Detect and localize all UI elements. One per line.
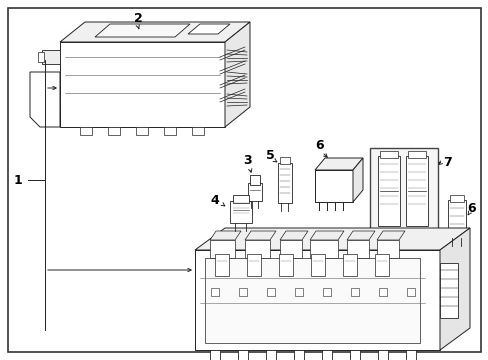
Polygon shape bbox=[30, 72, 60, 127]
Polygon shape bbox=[376, 231, 404, 240]
Bar bbox=[246, 254, 261, 276]
Bar bbox=[229, 201, 251, 223]
Polygon shape bbox=[209, 231, 241, 240]
Bar bbox=[294, 288, 303, 296]
Text: 6: 6 bbox=[467, 202, 475, 215]
Bar bbox=[439, 263, 457, 318]
Bar bbox=[265, 350, 275, 360]
Bar bbox=[38, 52, 44, 62]
Bar bbox=[38, 74, 44, 84]
Polygon shape bbox=[352, 158, 362, 202]
Bar bbox=[369, 148, 437, 243]
Bar bbox=[204, 258, 419, 343]
Bar bbox=[215, 254, 228, 276]
Bar bbox=[238, 350, 247, 360]
Text: 4: 4 bbox=[210, 194, 219, 207]
Bar bbox=[323, 288, 330, 296]
Polygon shape bbox=[439, 228, 469, 350]
Bar bbox=[449, 195, 463, 202]
Text: 2: 2 bbox=[133, 12, 142, 24]
Bar bbox=[374, 254, 388, 276]
Polygon shape bbox=[187, 24, 229, 34]
Polygon shape bbox=[195, 228, 469, 250]
Bar bbox=[280, 240, 302, 258]
Bar bbox=[163, 127, 176, 135]
Bar bbox=[407, 151, 425, 158]
Bar bbox=[342, 254, 356, 276]
Text: 5: 5 bbox=[265, 149, 274, 162]
Bar bbox=[266, 288, 274, 296]
Polygon shape bbox=[244, 231, 275, 240]
Bar bbox=[60, 42, 224, 127]
Bar bbox=[350, 288, 358, 296]
Bar bbox=[406, 288, 414, 296]
Bar bbox=[346, 240, 368, 258]
Polygon shape bbox=[42, 94, 60, 108]
Polygon shape bbox=[346, 231, 374, 240]
Bar bbox=[249, 175, 260, 185]
Bar bbox=[38, 96, 44, 106]
Polygon shape bbox=[42, 50, 60, 64]
Text: 7: 7 bbox=[443, 156, 451, 168]
Bar bbox=[210, 288, 219, 296]
Bar bbox=[108, 127, 120, 135]
Bar bbox=[376, 240, 398, 258]
Text: 3: 3 bbox=[243, 153, 252, 166]
Bar bbox=[377, 350, 387, 360]
Polygon shape bbox=[280, 231, 307, 240]
Bar bbox=[349, 350, 359, 360]
Bar bbox=[378, 288, 386, 296]
Polygon shape bbox=[224, 22, 249, 127]
Text: 1: 1 bbox=[14, 174, 22, 186]
Bar bbox=[239, 288, 246, 296]
Polygon shape bbox=[42, 72, 60, 86]
Polygon shape bbox=[95, 24, 190, 37]
Polygon shape bbox=[60, 22, 249, 42]
Bar bbox=[244, 240, 269, 258]
Polygon shape bbox=[309, 231, 343, 240]
Polygon shape bbox=[314, 158, 362, 170]
Bar bbox=[247, 183, 262, 201]
Bar bbox=[209, 240, 235, 258]
Bar bbox=[280, 157, 289, 164]
Bar bbox=[279, 254, 292, 276]
Bar bbox=[195, 250, 439, 350]
Text: 6: 6 bbox=[315, 139, 324, 152]
Bar bbox=[321, 350, 331, 360]
Bar bbox=[136, 127, 148, 135]
Bar bbox=[377, 156, 399, 226]
Bar bbox=[278, 163, 291, 203]
Bar bbox=[405, 350, 415, 360]
Bar bbox=[232, 195, 248, 203]
Bar bbox=[310, 254, 325, 276]
Bar bbox=[447, 200, 465, 238]
Bar bbox=[209, 350, 220, 360]
Bar bbox=[80, 127, 92, 135]
Bar bbox=[192, 127, 203, 135]
Bar bbox=[293, 350, 304, 360]
Bar bbox=[405, 156, 427, 226]
Bar bbox=[379, 151, 397, 158]
Bar bbox=[309, 240, 337, 258]
Bar bbox=[314, 170, 352, 202]
